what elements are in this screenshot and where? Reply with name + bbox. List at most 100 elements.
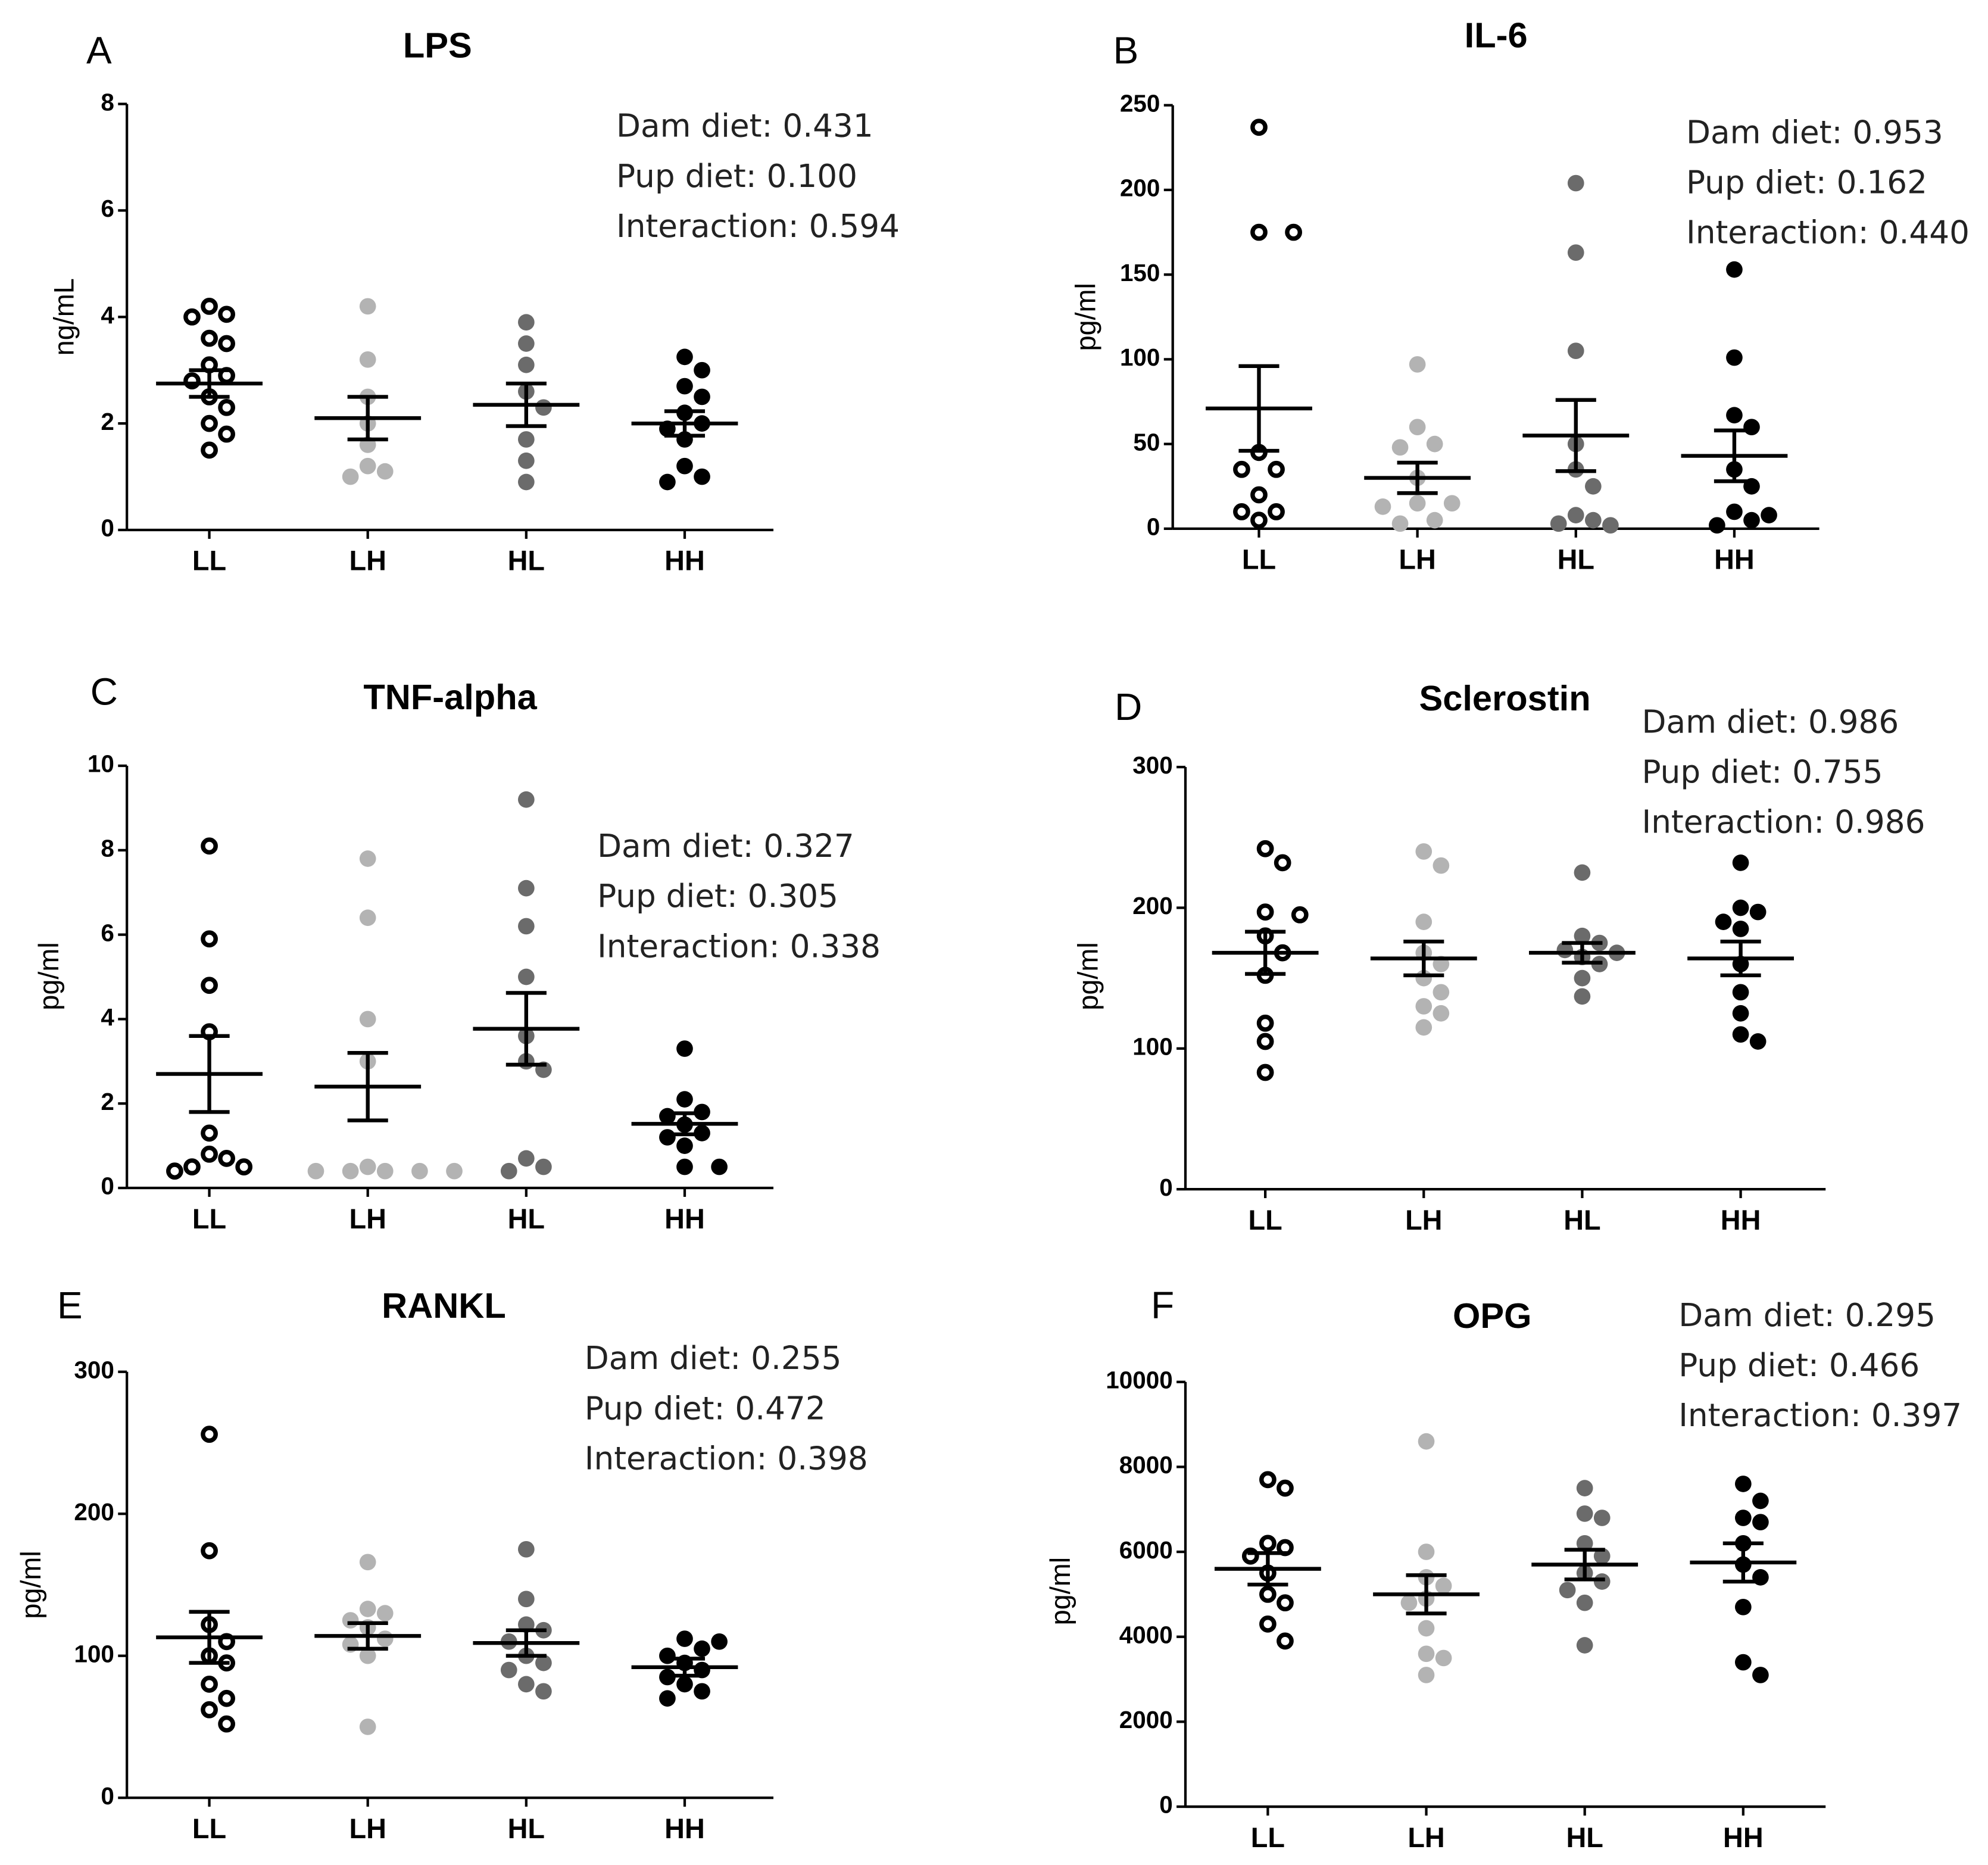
y-tick-label: 300 <box>74 1356 114 1383</box>
data-point <box>359 351 376 368</box>
data-point <box>1576 1637 1593 1654</box>
y-axis-label: pg/ml <box>15 1551 46 1619</box>
data-point <box>1734 1510 1752 1526</box>
y-tick-label: 2000 <box>1119 1706 1173 1733</box>
annotation: Interaction: 0.440 <box>1686 214 1970 251</box>
data-point <box>1256 840 1274 857</box>
data-point <box>359 1158 376 1175</box>
y-tick-label: 50 <box>1133 428 1160 456</box>
data-point <box>1585 512 1602 529</box>
data-point <box>1559 1582 1576 1599</box>
data-point <box>676 457 693 475</box>
annotation: Pup diet: 0.755 <box>1642 753 1883 790</box>
chart-title: TNF-alpha <box>363 677 537 717</box>
data-point <box>1732 899 1749 916</box>
data-point <box>1268 460 1285 478</box>
data-point <box>500 1162 517 1180</box>
data-point <box>1433 857 1450 874</box>
data-point <box>1726 503 1743 520</box>
data-point <box>1574 864 1591 881</box>
data-point <box>1593 1573 1611 1590</box>
data-point <box>1259 1615 1277 1633</box>
data-point <box>694 1683 710 1700</box>
x-tick-label: HH <box>1723 1822 1764 1853</box>
data-point <box>201 414 218 432</box>
data-point <box>1602 517 1619 534</box>
annotation: Pup diet: 0.305 <box>597 878 838 915</box>
data-point <box>1250 118 1268 136</box>
data-point <box>359 1601 376 1617</box>
data-point <box>1567 507 1584 523</box>
data-point <box>676 1158 693 1175</box>
data-point <box>1426 435 1443 453</box>
data-point <box>1433 1005 1450 1022</box>
data-point <box>1391 439 1409 456</box>
data-point <box>411 1162 428 1180</box>
data-point <box>676 1091 693 1108</box>
data-point <box>1709 517 1725 534</box>
x-tick-label: HH <box>1721 1205 1761 1236</box>
data-point <box>359 298 376 315</box>
x-tick-label: HL <box>508 1203 545 1234</box>
y-tick-label: 2 <box>101 1088 114 1115</box>
data-point <box>694 388 710 406</box>
panel-letter: D <box>1115 685 1142 728</box>
data-point <box>517 356 535 373</box>
data-point <box>342 1162 359 1180</box>
data-point <box>676 1040 693 1057</box>
annotation: Interaction: 0.986 <box>1642 804 1925 841</box>
data-point <box>535 1654 552 1671</box>
data-point <box>218 1715 235 1733</box>
data-point <box>535 399 552 416</box>
data-point <box>1250 486 1268 504</box>
data-point <box>1400 1594 1418 1611</box>
data-point <box>1256 1014 1274 1032</box>
y-tick-label: 8 <box>101 835 114 862</box>
data-point <box>1418 1620 1435 1637</box>
data-point <box>1277 1594 1294 1612</box>
data-point <box>1409 419 1426 436</box>
data-point <box>201 1124 218 1142</box>
data-point <box>711 1158 728 1175</box>
data-point <box>376 1605 394 1621</box>
data-point <box>1391 515 1409 532</box>
y-tick-label: 2 <box>101 408 114 435</box>
data-point <box>201 930 218 948</box>
data-point <box>517 968 535 985</box>
data-point <box>1426 512 1443 529</box>
data-point <box>201 1426 218 1443</box>
x-tick-label: LL <box>1251 1822 1285 1853</box>
data-point <box>517 918 535 935</box>
x-tick-label: HH <box>664 1203 705 1234</box>
y-tick-label: 0 <box>101 1782 114 1810</box>
data-point <box>1415 1019 1433 1036</box>
data-point <box>694 1640 710 1657</box>
data-point <box>359 909 376 927</box>
panel-letter: E <box>57 1284 83 1327</box>
data-point <box>1732 854 1749 871</box>
annotation: Dam diet: 0.327 <box>597 828 854 865</box>
data-point <box>1550 515 1567 532</box>
data-point <box>1291 906 1309 924</box>
data-point <box>517 335 535 352</box>
data-point <box>535 1683 552 1700</box>
y-tick-label: 200 <box>1132 892 1172 919</box>
data-point <box>711 1633 728 1650</box>
y-tick-label: 8 <box>101 88 114 116</box>
y-tick-label: 100 <box>1132 1033 1172 1061</box>
y-tick-label: 8000 <box>1119 1451 1173 1479</box>
x-tick-label: HH <box>664 545 705 576</box>
annotation: Pup diet: 0.100 <box>616 158 857 195</box>
chart-title: OPG <box>1453 1296 1531 1336</box>
data-point <box>659 1690 676 1707</box>
y-axis-label: pg/ml <box>1045 1557 1076 1626</box>
data-point <box>1734 1654 1752 1671</box>
panel-letter: A <box>86 29 112 71</box>
y-tick-label: 6 <box>101 919 114 946</box>
data-point <box>1567 244 1584 261</box>
data-point <box>201 1676 218 1693</box>
data-point <box>1418 1667 1435 1683</box>
data-point <box>1443 495 1460 512</box>
data-point <box>1250 512 1268 529</box>
data-point <box>1593 1510 1611 1526</box>
